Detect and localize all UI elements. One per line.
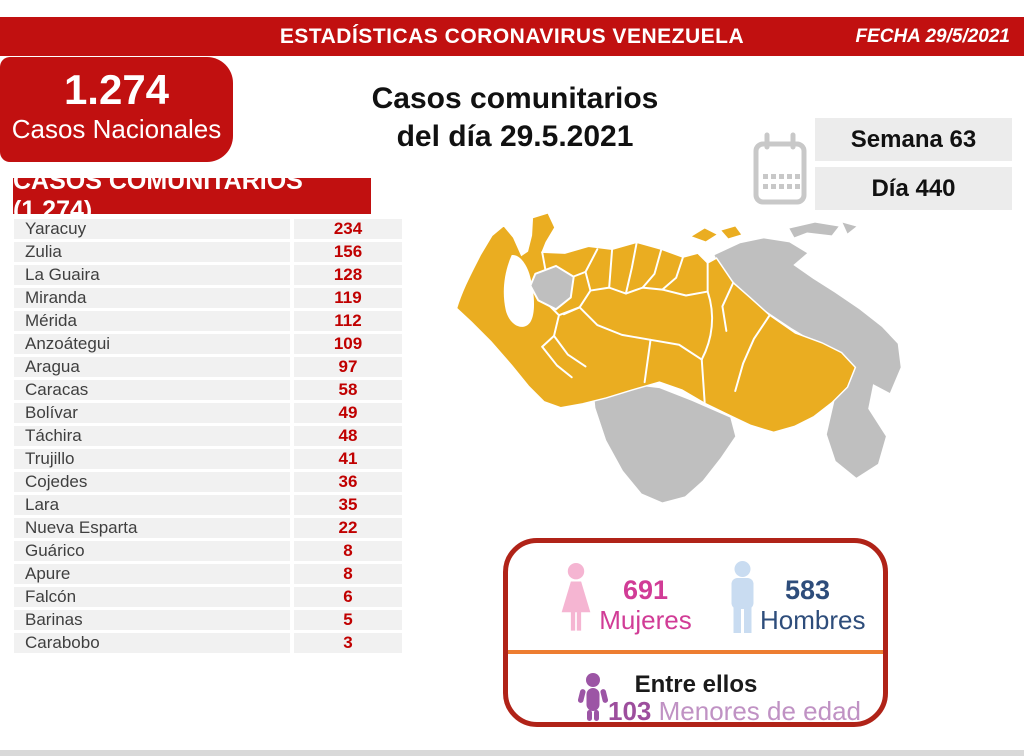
map-lake-maracaibo bbox=[503, 255, 535, 327]
table-row: Miranda 119 bbox=[14, 288, 402, 308]
map-margarita-island bbox=[691, 228, 717, 242]
state-name-cell: Trujillo bbox=[14, 449, 290, 469]
week-badge: Semana 63 bbox=[815, 118, 1012, 161]
table-row: Trujillo 41 bbox=[14, 449, 402, 469]
state-value-cell: 5 bbox=[294, 610, 402, 630]
male-icon bbox=[731, 561, 754, 633]
national-cases-box: 1.274 Casos Nacionales bbox=[0, 57, 233, 162]
minors-count: 103 bbox=[608, 696, 652, 726]
state-value-cell: 58 bbox=[294, 380, 402, 400]
top-banner bbox=[0, 17, 1024, 56]
state-name-cell: Lara bbox=[14, 495, 290, 515]
state-name-cell: Yaracuy bbox=[14, 219, 290, 239]
day-badge: Día 440 bbox=[815, 167, 1012, 210]
page-title-line1: Casos comunitarios bbox=[371, 82, 659, 115]
map-gray-east-region bbox=[714, 238, 901, 478]
table-row: Táchira 48 bbox=[14, 426, 402, 446]
bottom-strip bbox=[0, 750, 1024, 756]
state-value-cell: 128 bbox=[294, 265, 402, 285]
state-name-cell: Falcón bbox=[14, 587, 290, 607]
table-row: Anzoátegui 109 bbox=[14, 334, 402, 354]
table-row: Aragua 97 bbox=[14, 357, 402, 377]
state-name-cell: La Guaira bbox=[14, 265, 290, 285]
men-label: Hombres bbox=[760, 605, 866, 635]
state-name-cell: Apure bbox=[14, 564, 290, 584]
minors-label: Menores de edad bbox=[658, 696, 861, 726]
table-row: Yaracuy 234 bbox=[14, 219, 402, 239]
women-count: 691 bbox=[622, 575, 669, 605]
venezuela-map bbox=[455, 211, 901, 503]
state-value-cell: 36 bbox=[294, 472, 402, 492]
state-name-cell: Guárico bbox=[14, 541, 290, 561]
state-value-cell: 3 bbox=[294, 633, 402, 653]
state-value-cell: 109 bbox=[294, 334, 402, 354]
minors-intro: Entre ellos bbox=[634, 671, 758, 698]
demographics-box: 691 Mujeres 583 Hombres Entre ellos 103 … bbox=[503, 538, 888, 727]
minors-line: 103 Menores de edad bbox=[608, 696, 861, 727]
orange-divider bbox=[508, 650, 883, 654]
women-label: Mujeres bbox=[599, 605, 692, 635]
female-icon bbox=[561, 563, 591, 631]
state-name-cell: Miranda bbox=[14, 288, 290, 308]
table-row: Apure 8 bbox=[14, 564, 402, 584]
state-value-cell: 48 bbox=[294, 426, 402, 446]
state-name-cell: Cojedes bbox=[14, 472, 290, 492]
state-value-cell: 8 bbox=[294, 541, 402, 561]
state-value-cell: 35 bbox=[294, 495, 402, 515]
map-gray-islands bbox=[789, 222, 839, 238]
table-row: Guárico 8 bbox=[14, 541, 402, 561]
map-gray-south-region bbox=[592, 377, 736, 503]
banner-title: ESTADÍSTICAS CORONAVIRUS VENEZUELA bbox=[279, 24, 745, 48]
banner-date: FECHA 29/5/2021 bbox=[855, 25, 1010, 47]
state-name-cell: Nueva Esparta bbox=[14, 518, 290, 538]
state-value-cell: 22 bbox=[294, 518, 402, 538]
state-value-cell: 234 bbox=[294, 219, 402, 239]
table-row: La Guaira 128 bbox=[14, 265, 402, 285]
table-row: Nueva Esparta 22 bbox=[14, 518, 402, 538]
state-value-cell: 119 bbox=[294, 288, 402, 308]
state-name-cell: Aragua bbox=[14, 357, 290, 377]
table-row: Barinas 5 bbox=[14, 610, 402, 630]
national-cases-value: 1.274 bbox=[63, 66, 170, 113]
page-title: Casos comunitarios del día 29.5.2021 bbox=[330, 80, 700, 156]
table-row: Caracas 58 bbox=[14, 380, 402, 400]
state-value-cell: 112 bbox=[294, 311, 402, 331]
state-name-cell: Anzoátegui bbox=[14, 334, 290, 354]
table-row: Cojedes 36 bbox=[14, 472, 402, 492]
table-row: Carabobo 3 bbox=[14, 633, 402, 653]
map-gray-islet bbox=[842, 222, 857, 234]
table-row: Zulia 156 bbox=[14, 242, 402, 262]
state-value-cell: 49 bbox=[294, 403, 402, 423]
state-name-cell: Zulia bbox=[14, 242, 290, 262]
table-row: Falcón 6 bbox=[14, 587, 402, 607]
state-name-cell: Carabobo bbox=[14, 633, 290, 653]
map-margarita-island-2 bbox=[721, 226, 742, 239]
men-count: 583 bbox=[784, 575, 831, 605]
state-value-cell: 6 bbox=[294, 587, 402, 607]
state-value-cell: 41 bbox=[294, 449, 402, 469]
map-gray-central-state bbox=[529, 264, 575, 311]
child-icon bbox=[578, 673, 608, 721]
state-name-cell: Táchira bbox=[14, 426, 290, 446]
state-name-cell: Bolívar bbox=[14, 403, 290, 423]
state-name-cell: Mérida bbox=[14, 311, 290, 331]
table-row: Lara 35 bbox=[14, 495, 402, 515]
state-name-cell: Barinas bbox=[14, 610, 290, 630]
state-value-cell: 156 bbox=[294, 242, 402, 262]
state-name-cell: Caracas bbox=[14, 380, 290, 400]
national-cases-label: Casos Nacionales bbox=[11, 114, 222, 144]
table-row: Bolívar 49 bbox=[14, 403, 402, 423]
page-title-line2: del día 29.5.2021 bbox=[396, 120, 634, 153]
cases-table-header: CASOS COMUNITARIOS (1.274) bbox=[13, 167, 371, 224]
cases-table-body: Yaracuy 234 Zulia 156 La Guaira 128 Mira… bbox=[14, 219, 402, 656]
table-row: Mérida 112 bbox=[14, 311, 402, 331]
calendar-icon bbox=[753, 132, 807, 205]
state-value-cell: 97 bbox=[294, 357, 402, 377]
state-value-cell: 8 bbox=[294, 564, 402, 584]
